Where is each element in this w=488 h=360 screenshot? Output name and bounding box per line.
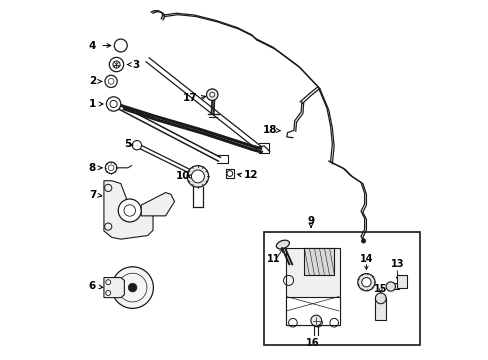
Text: 12: 12 xyxy=(244,170,258,180)
Text: 17: 17 xyxy=(183,93,198,103)
Circle shape xyxy=(386,282,395,291)
Text: 6: 6 xyxy=(89,281,96,291)
Text: 1: 1 xyxy=(89,99,96,109)
Text: 8: 8 xyxy=(89,163,96,173)
Circle shape xyxy=(106,97,121,111)
Circle shape xyxy=(190,170,198,177)
Text: 9: 9 xyxy=(307,216,314,226)
Circle shape xyxy=(357,274,374,291)
Text: 18: 18 xyxy=(263,125,277,135)
Text: 4: 4 xyxy=(89,41,96,50)
Polygon shape xyxy=(104,181,153,239)
Circle shape xyxy=(191,170,204,183)
Circle shape xyxy=(310,315,321,326)
Circle shape xyxy=(187,166,208,187)
Ellipse shape xyxy=(276,240,289,249)
Text: 14: 14 xyxy=(359,254,372,264)
Circle shape xyxy=(118,199,141,222)
Text: 15: 15 xyxy=(373,284,386,294)
Bar xyxy=(264,232,419,345)
Polygon shape xyxy=(104,278,124,298)
Circle shape xyxy=(361,239,365,243)
Bar xyxy=(285,248,339,325)
Polygon shape xyxy=(141,193,174,216)
Text: 5: 5 xyxy=(124,139,131,149)
Circle shape xyxy=(206,89,218,100)
Bar xyxy=(387,283,398,289)
Bar xyxy=(396,275,406,288)
Text: 7: 7 xyxy=(89,190,96,200)
Circle shape xyxy=(112,267,153,309)
Circle shape xyxy=(132,140,142,150)
Bar xyxy=(303,248,333,275)
Bar xyxy=(285,297,339,325)
Circle shape xyxy=(375,293,386,304)
Text: 13: 13 xyxy=(390,259,404,269)
Text: 16: 16 xyxy=(305,338,319,348)
Text: 2: 2 xyxy=(89,76,96,86)
Circle shape xyxy=(361,278,370,287)
Text: 3: 3 xyxy=(132,59,139,69)
Text: 10: 10 xyxy=(175,171,190,181)
Circle shape xyxy=(128,283,137,292)
Bar xyxy=(375,298,386,320)
Text: 11: 11 xyxy=(266,254,279,264)
